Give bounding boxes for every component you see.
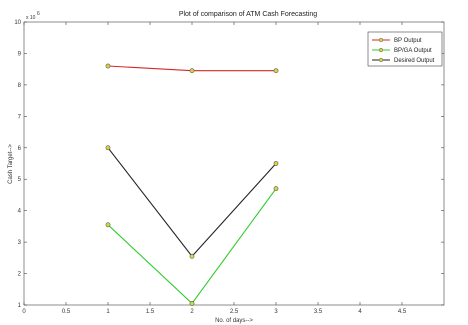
legend-swatch-marker xyxy=(378,47,384,53)
y-tick-label: 4 xyxy=(18,209,22,215)
x-tick-label: 1.5 xyxy=(146,309,155,315)
y-tick-label: 2 xyxy=(18,272,22,278)
series-point-0 xyxy=(105,63,111,69)
series-point-2 xyxy=(105,145,111,151)
series-point-2 xyxy=(273,161,279,166)
x-axis-ticks: 0 0.5 1 1.5 2 2.5 3 3.5 4 4.5 xyxy=(22,22,407,315)
x-tick-label: 1 xyxy=(106,309,110,315)
y-tick-label: 8 xyxy=(18,83,22,89)
legend-entry-label: BP/GA Output xyxy=(394,48,432,54)
series-point-0 xyxy=(273,68,279,74)
y-tick-label: 7 xyxy=(18,114,22,120)
x-tick-label: 3 xyxy=(274,309,278,315)
x-tick-label: 0.5 xyxy=(62,309,71,315)
series-point-1 xyxy=(273,186,279,192)
legend-swatch-marker xyxy=(378,57,384,63)
x-axis-label: No. of days--> xyxy=(215,318,253,324)
y-exponent-base: x 10 xyxy=(26,15,36,21)
x-tick-label: 0 xyxy=(22,309,26,315)
y-axis-ticks: 1 2 3 4 5 6 7 8 9 10 xyxy=(14,20,444,309)
plot-area xyxy=(23,21,445,306)
legend-entry-label: BP Output xyxy=(394,38,422,44)
chart-title: Plot of comparison of ATM Cash Forecasti… xyxy=(179,11,317,18)
series-point-2 xyxy=(189,253,195,259)
series-layer xyxy=(105,63,279,306)
series-point-1 xyxy=(189,301,195,306)
legend-swatch-marker xyxy=(378,37,384,43)
x-tick-label: 4.5 xyxy=(398,309,407,315)
y-tick-label: 9 xyxy=(18,51,22,57)
y-axis-exponent: x 10 6 xyxy=(26,11,40,21)
y-tick-label: 3 xyxy=(18,240,22,246)
x-tick-label: 4 xyxy=(358,309,362,315)
x-tick-label: 2 xyxy=(190,309,194,315)
legend: BP Output BP/GA Output Desired Output xyxy=(367,31,443,67)
y-exponent-power: 6 xyxy=(37,11,40,17)
series-point-1 xyxy=(105,222,111,228)
x-tick-label: 3.5 xyxy=(314,309,323,315)
y-axis-label: Cash Target--> xyxy=(8,144,14,184)
y-tick-label: 6 xyxy=(18,146,22,152)
y-tick-label: 10 xyxy=(14,20,21,26)
legend-entry-label: Desired Output xyxy=(394,58,435,64)
x-tick-label: 2.5 xyxy=(230,309,239,315)
series-point-0 xyxy=(189,68,195,74)
y-tick-label: 1 xyxy=(18,303,22,309)
y-tick-label: 5 xyxy=(18,177,22,183)
